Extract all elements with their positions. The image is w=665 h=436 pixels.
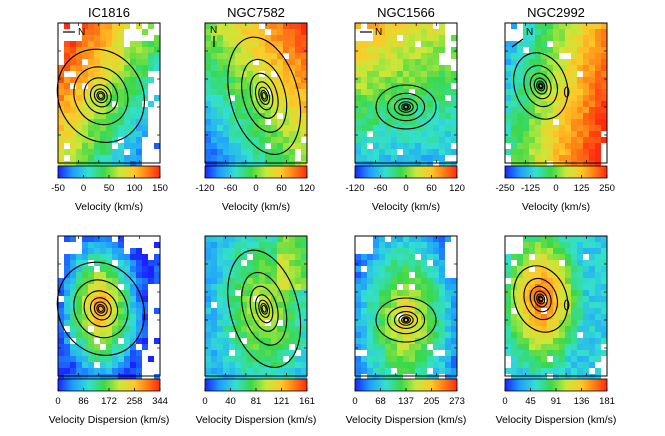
dispersion-colorbar: 0 45 91 136 181 Velocity Dispersion (km/s) bbox=[496, 378, 617, 426]
svg-text:N: N bbox=[78, 27, 85, 38]
dispersion-colorbar: 0 40 81 121 161 Velocity Dispersion (km/s) bbox=[196, 378, 317, 426]
colorbar-tick-label: 273 bbox=[449, 396, 465, 407]
svg-text:N: N bbox=[526, 27, 533, 38]
colorbar-tick-label: 86 bbox=[78, 396, 89, 407]
colorbar-tick-label: 0 bbox=[202, 396, 207, 407]
colorbar-tick-label: 344 bbox=[152, 396, 168, 407]
colorbar-axis-label: Velocity (km/s) bbox=[75, 201, 143, 213]
velocity-map: N bbox=[56, 22, 161, 167]
colorbar-tick-label: 0 bbox=[253, 183, 258, 194]
colorbar-tick-label: -60 bbox=[374, 183, 388, 194]
dispersion-colorbar: 0 68 137 205 273 Velocity Dispersion (km/s) bbox=[346, 378, 467, 426]
dispersion-map bbox=[354, 235, 458, 380]
colorbar-tick-label: 60 bbox=[426, 183, 437, 194]
colorbar-axis-label: Velocity (km/s) bbox=[522, 201, 590, 213]
north-indicator: N bbox=[210, 25, 217, 47]
colorbar-axis-label: Velocity Dispersion (km/s) bbox=[49, 414, 170, 426]
colorbar-tick-label: 205 bbox=[424, 396, 440, 407]
colorbar-tick-label: 161 bbox=[299, 396, 315, 407]
colorbar-tick-label: 172 bbox=[101, 396, 117, 407]
galaxy-title: NGC2992 bbox=[527, 5, 585, 20]
dispersion-colorbar: 0 86 172 258 344 Velocity Dispersion (km/s) bbox=[49, 378, 170, 426]
colorbar-tick-label: 0 bbox=[55, 396, 60, 407]
colorbar-axis-label: Velocity (km/s) bbox=[372, 201, 440, 213]
galaxy-title: IC1816 bbox=[88, 5, 130, 20]
colorbar-tick-label: 258 bbox=[127, 396, 143, 407]
colorbar-tick-label: 40 bbox=[225, 396, 236, 407]
galaxy-title: NGC7582 bbox=[227, 5, 285, 20]
colorbar-tick-label: 60 bbox=[276, 183, 287, 194]
colorbar-tick-label: 50 bbox=[104, 183, 115, 194]
colorbar-axis-label: Velocity (km/s) bbox=[222, 201, 290, 213]
colorbar-tick-label: 120 bbox=[449, 183, 465, 194]
colorbar-tick-label: 136 bbox=[574, 396, 590, 407]
galaxy-column-ngc2992: NGC2992 N -250 -125 0 125 250 Velocity (km/s) 0 4… bbox=[495, 5, 616, 426]
dispersion-map bbox=[56, 235, 161, 380]
galaxy-column-ngc1566: NGC1566 N -120 -60 0 60 120 Velocity (km/s) 0 68 1… bbox=[345, 5, 466, 426]
colorbar-tick-label: -50 bbox=[51, 183, 65, 194]
velocity-colorbar: -120 -60 0 60 120 Velocity (km/s) bbox=[345, 165, 465, 213]
colorbar-axis-label: Velocity Dispersion (km/s) bbox=[496, 414, 617, 426]
colorbar-tick-label: -120 bbox=[195, 183, 214, 194]
dispersion-map bbox=[504, 235, 608, 380]
velocity-colorbar: -50 0 50 100 150 Velocity (km/s) bbox=[51, 165, 168, 213]
colorbar-tick-label: 120 bbox=[299, 183, 315, 194]
colorbar-tick-label: 68 bbox=[375, 396, 386, 407]
colorbar-axis-label: Velocity Dispersion (km/s) bbox=[196, 414, 317, 426]
north-indicator: N bbox=[511, 27, 533, 48]
velocity-map: N bbox=[204, 22, 308, 167]
colorbar-tick-label: -60 bbox=[224, 183, 238, 194]
svg-text:N: N bbox=[375, 27, 382, 38]
galaxy-column-ngc7582: NGC7582 N -120 -60 0 60 120 Velocity (km/s) 0 40 8… bbox=[195, 5, 316, 426]
colorbar-tick-label: 0 bbox=[502, 396, 507, 407]
colorbar-tick-label: -120 bbox=[345, 183, 364, 194]
north-indicator: N bbox=[63, 27, 85, 38]
colorbar-tick-label: 181 bbox=[599, 396, 615, 407]
colorbar-tick-label: 45 bbox=[525, 396, 536, 407]
colorbar-tick-label: 250 bbox=[599, 183, 615, 194]
velocity-map: N bbox=[354, 22, 458, 167]
colorbar-tick-label: 121 bbox=[274, 396, 290, 407]
velocity-colorbar: -250 -125 0 125 250 Velocity (km/s) bbox=[495, 165, 615, 213]
galaxy-title: NGC1566 bbox=[377, 5, 435, 20]
velocity-map: N bbox=[504, 22, 608, 167]
colorbar-tick-label: 100 bbox=[127, 183, 143, 194]
colorbar-tick-label: -250 bbox=[495, 183, 514, 194]
colorbar-tick-label: 91 bbox=[551, 396, 562, 407]
colorbar-tick-label: 0 bbox=[81, 183, 86, 194]
north-indicator: N bbox=[360, 27, 382, 38]
colorbar-tick-label: -125 bbox=[521, 183, 540, 194]
colorbar-tick-label: 137 bbox=[398, 396, 414, 407]
dispersion-map bbox=[204, 235, 308, 380]
colorbar-tick-label: 0 bbox=[352, 396, 357, 407]
colorbar-tick-label: 81 bbox=[251, 396, 262, 407]
colorbar-tick-label: 0 bbox=[403, 183, 408, 194]
svg-text:N: N bbox=[210, 25, 217, 36]
colorbar-tick-label: 0 bbox=[553, 183, 558, 194]
velocity-colorbar: -120 -60 0 60 120 Velocity (km/s) bbox=[195, 165, 315, 213]
colorbar-tick-label: 150 bbox=[152, 183, 168, 194]
colorbar-tick-label: 125 bbox=[574, 183, 590, 194]
colorbar-axis-label: Velocity Dispersion (km/s) bbox=[346, 414, 467, 426]
